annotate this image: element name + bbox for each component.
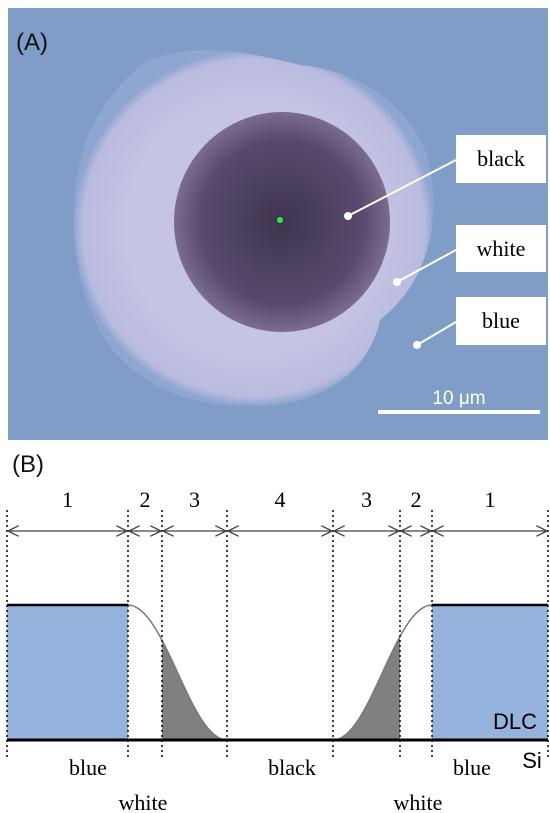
pointer-dot bbox=[344, 212, 352, 220]
zone-number: 1 bbox=[62, 487, 73, 512]
layer-label: DLC bbox=[493, 709, 537, 734]
zone-number: 1 bbox=[485, 487, 496, 512]
region-label: blue bbox=[69, 755, 107, 780]
schematic: (B) DLC Si blue white black white blue 1… bbox=[7, 451, 548, 813]
annotation: white bbox=[477, 236, 526, 261]
zone-number: 3 bbox=[361, 487, 372, 512]
micrograph: (A) black white blue 10 μm bbox=[8, 8, 548, 440]
pointer-dot bbox=[413, 341, 421, 349]
zone-number: 4 bbox=[275, 487, 286, 512]
annotation: blue bbox=[482, 308, 520, 333]
zone-number: 2 bbox=[140, 487, 151, 512]
panel-label: (B) bbox=[12, 451, 44, 478]
dlc-layer bbox=[7, 605, 128, 740]
region-label: white bbox=[394, 790, 443, 813]
center-dot bbox=[277, 217, 283, 223]
annotation: black bbox=[477, 146, 525, 171]
panel-label: (A) bbox=[16, 29, 48, 56]
region-label: blue bbox=[453, 755, 491, 780]
region-label: white bbox=[119, 790, 168, 813]
region-label: black bbox=[268, 755, 316, 780]
page: (A) black white blue 10 μm (B) DLC Si bl… bbox=[0, 0, 550, 813]
layer-label: Si bbox=[522, 748, 542, 773]
pointer-dot bbox=[393, 278, 401, 286]
figure: (A) black white blue 10 μm (B) DLC Si bl… bbox=[0, 0, 550, 813]
scale-bar-label: 10 μm bbox=[432, 388, 485, 409]
zone-number: 3 bbox=[189, 487, 200, 512]
zone-number: 2 bbox=[411, 487, 422, 512]
